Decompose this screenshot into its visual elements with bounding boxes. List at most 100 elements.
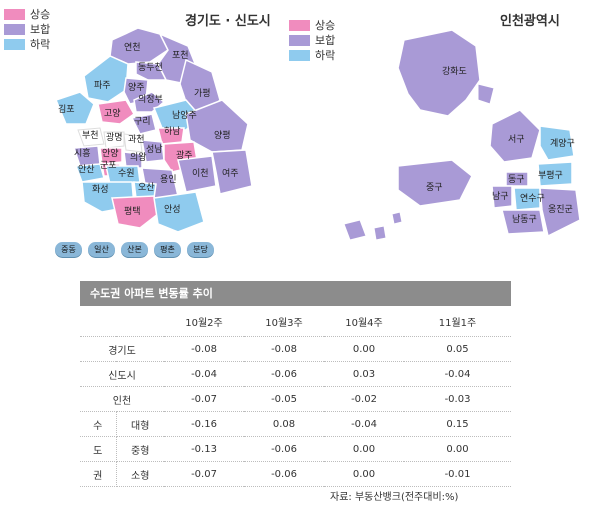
region-옹진군[interactable] bbox=[343, 219, 367, 241]
region-김포[interactable] bbox=[54, 91, 95, 125]
region-남동구[interactable] bbox=[539, 187, 581, 238]
region-중구-port[interactable] bbox=[491, 185, 513, 209]
legend-up: 상승 bbox=[4, 7, 50, 22]
region-서구[interactable] bbox=[489, 109, 541, 163]
legend-down: 하락 bbox=[4, 37, 50, 52]
cell: 0.00 bbox=[324, 336, 404, 362]
row-label: 소형 bbox=[116, 461, 164, 487]
incheon-region-label: 옹진군 bbox=[548, 204, 573, 215]
gyeonggi-region-label: 남양주 bbox=[172, 110, 197, 121]
new-town-button[interactable]: 일산 bbox=[88, 242, 115, 257]
legend-down-label: 하락 bbox=[30, 38, 51, 51]
cell: 0.00 bbox=[404, 436, 511, 462]
gyeonggi-region-label: 과천 bbox=[128, 134, 145, 145]
incheon-region-label: 서구 bbox=[508, 134, 525, 145]
table-corner bbox=[80, 306, 164, 337]
gyeonggi-region-label: 여주 bbox=[222, 167, 239, 179]
cell: -0.06 bbox=[244, 461, 324, 487]
gyeonggi-region-label: 안산 bbox=[78, 164, 95, 175]
cell: -0.05 bbox=[244, 386, 324, 412]
legend-down-swatch bbox=[4, 39, 25, 50]
incheon-legend: 상승 보합 하락 bbox=[289, 18, 335, 63]
gyeonggi-map bbox=[54, 27, 253, 233]
region-고양[interactable] bbox=[97, 99, 135, 125]
gyeonggi-region-label: 안양 bbox=[102, 148, 119, 159]
region-강화도-islet[interactable] bbox=[477, 83, 495, 105]
incheon-region-label: 강화도 bbox=[442, 66, 467, 77]
gyeonggi-region-label: 화성 bbox=[92, 184, 109, 195]
region-남구[interactable] bbox=[513, 187, 541, 211]
new-town-buttons: 중동 일산 산본 평촌 분당 bbox=[55, 242, 214, 257]
incheon-region-label: 동구 bbox=[508, 174, 525, 185]
legend-up-swatch bbox=[289, 20, 310, 31]
region-안성[interactable] bbox=[153, 191, 205, 233]
gyeonggi-region-label: 광명 bbox=[106, 131, 123, 143]
region-동두천[interactable] bbox=[135, 61, 168, 81]
region-부천[interactable] bbox=[77, 127, 105, 147]
new-town-button[interactable]: 중동 bbox=[55, 242, 82, 257]
cell: -0.08 bbox=[244, 336, 324, 362]
incheon-region-label: 연수구 bbox=[520, 193, 545, 204]
source-note: 자료: 부동산뱅크(전주대비:%) bbox=[330, 492, 459, 503]
gyeonggi-region-label: 연천 bbox=[124, 42, 141, 53]
gyeonggi-region-label: 용인 bbox=[160, 174, 177, 185]
region-부평구[interactable] bbox=[537, 161, 573, 187]
region-평택[interactable] bbox=[111, 195, 159, 229]
cell: 0.00 bbox=[324, 436, 404, 462]
cell: -0.08 bbox=[164, 336, 244, 362]
legend-flat-swatch bbox=[289, 35, 310, 46]
table-header-row: 10월2주 10월3주 10월4주 11월1주 bbox=[80, 306, 511, 337]
col-header: 10월4주 bbox=[324, 306, 404, 337]
table-row: 권 소형 -0.07 -0.06 0.00 -0.01 bbox=[80, 461, 511, 487]
gyeonggi-region-label: 구리 bbox=[134, 116, 151, 127]
region-안양[interactable] bbox=[99, 147, 123, 165]
region-광명[interactable] bbox=[103, 131, 125, 149]
region-하남[interactable] bbox=[157, 127, 185, 145]
gyeonggi-region-label: 김포 bbox=[58, 103, 75, 115]
incheon-region-label: 남구 bbox=[492, 191, 509, 202]
region-과천[interactable] bbox=[123, 133, 143, 153]
legend-up: 상승 bbox=[289, 18, 335, 33]
gyeonggi-title: 경기도 · 신도시 bbox=[185, 14, 271, 29]
region-여주[interactable] bbox=[211, 149, 253, 195]
region-계양구[interactable] bbox=[539, 125, 575, 161]
cell: 0.08 bbox=[244, 411, 324, 437]
cell: -0.01 bbox=[404, 461, 511, 487]
cell: -0.04 bbox=[164, 361, 244, 387]
cell: 0.03 bbox=[324, 361, 404, 387]
new-town-button[interactable]: 평촌 bbox=[154, 242, 181, 257]
gyeonggi-region-label: 안성 bbox=[164, 204, 181, 215]
table-row: 수 대형 -0.16 0.08 -0.04 0.15 bbox=[80, 411, 511, 437]
gyeonggi-region-label: 포천 bbox=[172, 50, 189, 61]
cell: -0.13 bbox=[164, 436, 244, 462]
cell: -0.06 bbox=[244, 436, 324, 462]
gyeonggi-region-label: 동두천 bbox=[138, 62, 163, 73]
incheon-map bbox=[343, 29, 581, 241]
gyeonggi-region-label: 양주 bbox=[128, 82, 145, 93]
gyeonggi-region-label: 하남 bbox=[164, 126, 181, 137]
col-header: 10월2주 bbox=[164, 306, 244, 337]
gyeonggi-region-label: 평택 bbox=[124, 206, 141, 217]
cell: -0.03 bbox=[404, 386, 511, 412]
gyeonggi-region-label: 성남 bbox=[146, 144, 163, 155]
group-label-char: 도 bbox=[80, 436, 117, 462]
cell: -0.02 bbox=[324, 386, 404, 412]
table-title: 수도권 아파트 변동률 추이 bbox=[80, 281, 511, 306]
incheon-region-label: 남동구 bbox=[512, 214, 537, 225]
incheon-title: 인천광역시 bbox=[500, 14, 560, 29]
new-town-button[interactable]: 분당 bbox=[187, 242, 214, 257]
region-중구[interactable] bbox=[397, 159, 473, 207]
region-구리[interactable] bbox=[130, 113, 157, 135]
region-동구[interactable] bbox=[505, 171, 529, 187]
legend-flat-label: 보합 bbox=[30, 23, 51, 36]
region-이천[interactable] bbox=[177, 155, 217, 193]
cell: -0.07 bbox=[164, 386, 244, 412]
col-header: 11월1주 bbox=[404, 306, 511, 337]
region-옹진군-islet[interactable] bbox=[373, 225, 387, 241]
region-파주[interactable] bbox=[83, 55, 129, 103]
region-연수구[interactable] bbox=[501, 209, 545, 235]
gyeonggi-region-label: 양평 bbox=[214, 130, 231, 141]
new-town-button[interactable]: 산본 bbox=[121, 242, 148, 257]
region-강화도[interactable] bbox=[397, 29, 481, 117]
region-안산[interactable] bbox=[74, 163, 105, 183]
